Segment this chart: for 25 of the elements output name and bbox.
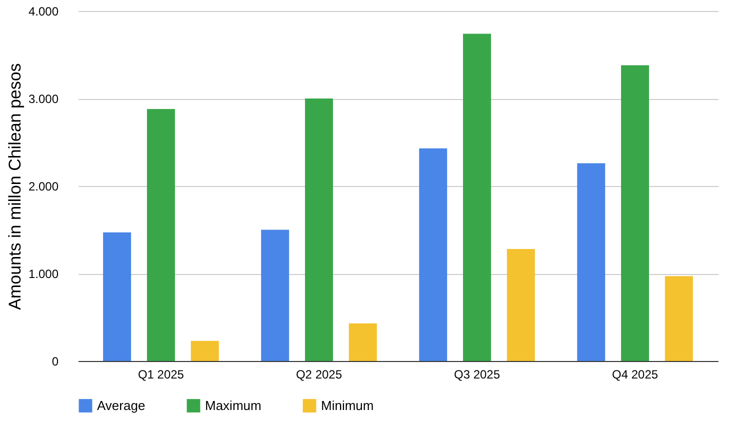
x-tick-label: Q4 2025 bbox=[612, 368, 658, 382]
y-tick-label: 2.000 bbox=[28, 180, 59, 194]
bar bbox=[146, 109, 175, 361]
y-tick-label: 4.000 bbox=[28, 4, 59, 18]
bar bbox=[506, 249, 535, 361]
legend-label: Average bbox=[97, 398, 146, 413]
y-tick-label: 0 bbox=[52, 354, 59, 368]
y-axis-title: Amounts in millon Chilean pesos bbox=[5, 63, 24, 310]
bar bbox=[577, 163, 606, 361]
y-tick-label: 1.000 bbox=[28, 267, 59, 281]
bar bbox=[304, 98, 333, 361]
bar bbox=[664, 276, 693, 361]
legend-label: Maximum bbox=[205, 398, 262, 413]
bar bbox=[261, 230, 290, 361]
x-tick-label: Q2 2025 bbox=[296, 368, 342, 382]
legend-label: Minimum bbox=[321, 398, 374, 413]
bar bbox=[419, 148, 448, 361]
bar bbox=[621, 65, 650, 361]
bar bbox=[103, 232, 132, 361]
bar bbox=[463, 34, 492, 361]
bar bbox=[190, 340, 219, 361]
y-tick-label: 3.000 bbox=[28, 92, 59, 106]
x-tick-label: Q1 2025 bbox=[138, 368, 184, 382]
x-tick-label: Q3 2025 bbox=[454, 368, 500, 382]
bar bbox=[348, 323, 377, 361]
